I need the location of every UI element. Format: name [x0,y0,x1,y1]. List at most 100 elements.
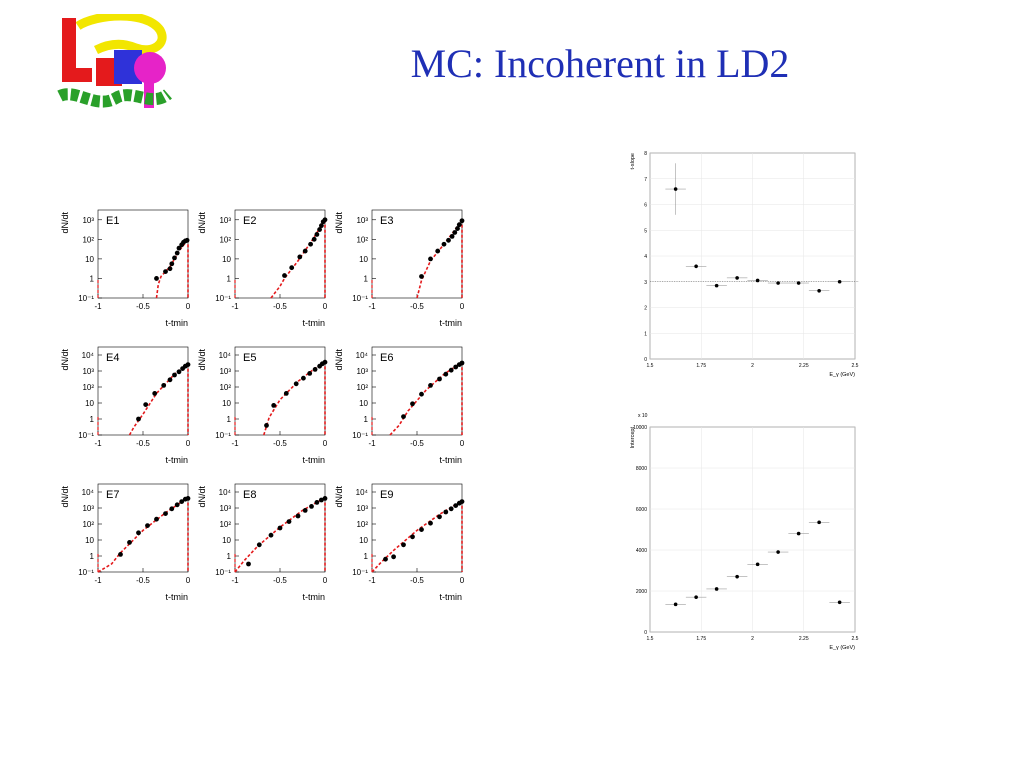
y-tick-label: 10 [359,536,368,545]
x-tick-label: -1 [368,439,376,448]
x-tick-label: 0 [186,302,191,311]
slope-point [817,288,821,293]
x-tick-label: 1.5 [647,363,654,369]
x-axis-label: t-tmin [440,318,463,328]
panel-e4: E4 10⁻¹ 1 10 10² 10³ 10⁴ -1 -0.5 0 t-tmin dN/dt [60,346,191,465]
x-tick-label: 0 [186,439,191,448]
data-point [256,542,262,548]
data-point [174,250,180,256]
data-point [152,391,158,396]
data-point [448,506,454,512]
data-point [459,360,465,366]
data-point [308,241,313,247]
y-tick-label: 2 [644,306,647,312]
data-point [455,226,460,231]
x-tick-label: -0.5 [273,302,287,311]
x-tick-label: -0.5 [273,439,287,448]
logo-green-wave [57,88,172,108]
y-tick-label: 1 [227,415,232,424]
logo-yellow-swirl [75,14,167,55]
data-point [453,364,459,370]
x-tick-label: -0.5 [410,302,424,311]
panel-label: E9 [380,489,393,501]
data-point [268,532,274,538]
logo-red-l-stem [62,18,76,80]
y-axis-label: dN/dt [60,486,70,508]
panel-label: E3 [380,215,393,227]
panel-label: E2 [243,215,256,227]
y-tick-label: 1 [227,274,232,283]
y-tick-label: 1 [90,552,95,561]
logo-magenta-p-stem [144,68,154,108]
data-point [428,383,433,388]
x-axis-label: E_γ (GeV) [829,372,855,378]
y-tick-label: 1 [90,415,95,424]
y-tick-label: 10² [219,235,231,244]
slope-point [796,281,801,285]
y-tick-label: 10³ [356,216,368,225]
data-point [428,520,433,526]
panel-label: E1 [106,215,119,227]
y-axis-label: dN/dt [334,212,344,234]
data-point [277,525,283,531]
data-point [419,391,424,397]
panel-label: E7 [106,489,119,501]
panel-label: E8 [243,489,256,501]
data-point [437,376,442,382]
y-tick-label: 10² [219,383,231,392]
data-point [172,372,177,378]
x-tick-label: 0 [323,439,328,448]
x-tick-label: 1.75 [696,636,706,642]
y-tick-label: 1 [644,331,647,337]
data-point [452,230,458,235]
t-slope-chart: 0 1 2 3 4 5 6 7 8 1.5 1.75 2 2.25 2.5 E_γ (GeV) t-slope [630,151,859,378]
data-point [419,274,424,279]
y-tick-label: 10² [82,383,94,392]
y-tick-label: 10³ [219,504,231,513]
y-axis-label: dN/dt [334,349,344,371]
data-point [154,516,159,522]
data-point [419,527,424,532]
data-point [448,367,454,373]
y-axis-label: dN/dt [60,212,70,234]
data-point [185,362,191,367]
y-tick-label: 10² [356,235,368,244]
y-tick-label: 10² [356,520,368,529]
intercept-chart: 0 2000 4000 6000 8000 10000 1.5 1.75 2 2.25 2.5 E_γ… [630,413,859,651]
y-tick-label: 10² [82,520,94,529]
data-point [176,245,182,251]
slope-point [735,276,739,280]
slope-point [776,281,780,285]
data-point [283,391,289,396]
data-point [319,223,324,229]
data-point [443,509,449,515]
panel-e1: E1 10⁻¹ 1 10 10² 10³ -1 -0.5 0 t-tmin dN/dt [60,209,191,328]
y-tick-label: 10³ [356,367,368,376]
data-point [311,236,317,242]
intercept-point [694,595,698,599]
data-point [410,534,415,540]
data-point [127,540,132,545]
y-tick-label: 7 [644,177,647,183]
slope-point [837,279,842,284]
intercept-point [714,587,719,591]
y-tick-label: 1 [227,552,232,561]
intercept-point [817,520,821,525]
fit-curve [371,500,463,573]
y-tick-label: 5 [644,228,647,234]
data-point [456,222,462,228]
data-point [264,423,269,428]
x-tick-label: -1 [231,439,239,448]
data-point [136,416,141,422]
y-multiplier: x 10 [638,413,648,419]
y-tick-label: 10³ [219,367,231,376]
data-point [410,401,415,407]
y-tick-label: 10000 [633,425,647,431]
y-tick-label: 10⁻¹ [352,431,368,440]
fit-curve [270,219,326,299]
y-tick-label: 10 [359,399,368,408]
y-tick-label: 10⁴ [82,351,95,360]
y-tick-label: 10⁻¹ [78,431,94,440]
panel-e2: E2 10⁻¹ 1 10 10² 10³ -1 -0.5 0 t-tmin dN/dt [197,209,328,328]
panel-label: E5 [243,352,256,364]
